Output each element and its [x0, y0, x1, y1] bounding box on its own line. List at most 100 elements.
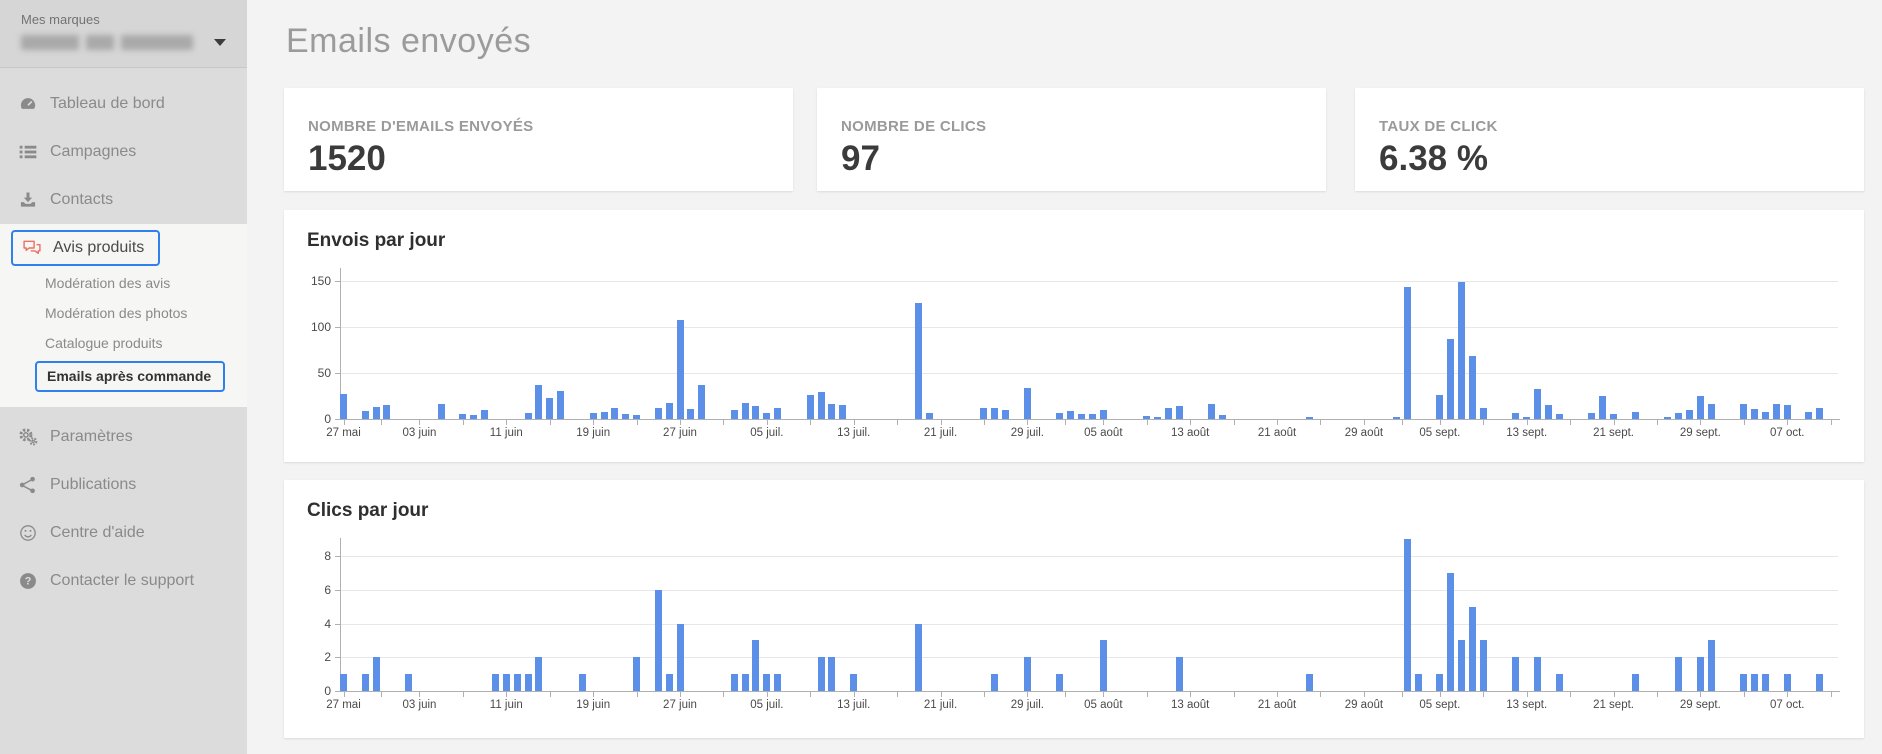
bar[interactable] — [915, 303, 923, 419]
bar[interactable] — [1392, 417, 1400, 419]
bar[interactable] — [1306, 417, 1314, 419]
bar[interactable] — [654, 589, 662, 691]
bar[interactable] — [1816, 674, 1824, 691]
bar[interactable] — [1023, 657, 1031, 691]
bar[interactable] — [1479, 640, 1487, 691]
chevron-down-icon[interactable] — [214, 39, 226, 46]
bar[interactable] — [1555, 674, 1563, 691]
bar[interactable] — [535, 384, 543, 419]
bar[interactable] — [1175, 406, 1183, 419]
bar[interactable] — [1588, 413, 1596, 419]
bar[interactable] — [1805, 411, 1813, 419]
bar[interactable] — [1436, 674, 1444, 691]
bar[interactable] — [1078, 414, 1086, 419]
bar[interactable] — [459, 414, 467, 419]
bar[interactable] — [741, 674, 749, 691]
bar[interactable] — [1403, 539, 1411, 691]
bar[interactable] — [1002, 409, 1010, 419]
bar[interactable] — [763, 413, 771, 419]
bar[interactable] — [665, 674, 673, 691]
brand-name-redacted[interactable] — [21, 35, 247, 50]
sidebar-item-avis-produits[interactable]: Avis produits — [11, 230, 161, 266]
bar[interactable] — [1023, 387, 1031, 419]
sidebar-subitem-emails-apres-commande[interactable]: Emails après commande — [35, 361, 226, 392]
bar[interactable] — [915, 623, 923, 691]
bar[interactable] — [817, 657, 825, 691]
bar[interactable] — [676, 623, 684, 691]
bar[interactable] — [513, 674, 521, 691]
bar[interactable] — [1523, 417, 1531, 419]
bar[interactable] — [1772, 404, 1780, 419]
bar[interactable] — [361, 410, 369, 419]
bar[interactable] — [1762, 411, 1769, 419]
bar[interactable] — [1458, 640, 1466, 691]
bar[interactable] — [470, 415, 478, 419]
bar[interactable] — [1610, 414, 1618, 419]
bar[interactable] — [1534, 657, 1542, 691]
bar[interactable] — [481, 409, 489, 419]
bar[interactable] — [524, 413, 532, 419]
sidebar-item-campagnes[interactable]: Campagnes — [0, 128, 247, 176]
bar[interactable] — [600, 411, 608, 419]
bar[interactable] — [730, 409, 738, 419]
bar[interactable] — [1414, 674, 1422, 691]
bar[interactable] — [1740, 404, 1748, 419]
bar[interactable] — [437, 404, 445, 419]
bar[interactable] — [1512, 413, 1520, 419]
bar[interactable] — [698, 384, 706, 419]
bar[interactable] — [1403, 287, 1411, 419]
bar[interactable] — [633, 657, 641, 691]
bar[interactable] — [1208, 404, 1216, 419]
sidebar-item-contacter-support[interactable]: ? Contacter le support — [0, 557, 247, 605]
sidebar-item-publications[interactable]: Publications — [0, 461, 247, 509]
bar[interactable] — [1751, 408, 1759, 419]
bar[interactable] — [1675, 412, 1683, 419]
bar[interactable] — [752, 640, 760, 691]
bar[interactable] — [1143, 416, 1151, 419]
bar[interactable] — [1306, 674, 1314, 691]
bar[interactable] — [1154, 417, 1162, 419]
bar[interactable] — [665, 403, 673, 419]
bar[interactable] — [763, 674, 771, 691]
bar[interactable] — [589, 412, 597, 419]
brand-selector[interactable]: Mes marques — [0, 0, 247, 68]
bar[interactable] — [372, 407, 380, 419]
bar[interactable] — [372, 657, 380, 691]
bar[interactable] — [1696, 657, 1704, 691]
bar[interactable] — [991, 674, 999, 691]
sidebar-subitem-moderation-des-photos[interactable]: Modération des photos — [45, 305, 188, 321]
bar[interactable] — [611, 407, 619, 419]
sidebar-item-tableau-de-bord[interactable]: Tableau de bord — [0, 80, 247, 128]
bar[interactable] — [1599, 396, 1607, 419]
bar[interactable] — [1762, 674, 1769, 691]
bar[interactable] — [1740, 674, 1748, 691]
bar[interactable] — [340, 674, 347, 691]
bar[interactable] — [806, 395, 814, 419]
bar[interactable] — [1056, 413, 1064, 419]
bar[interactable] — [361, 674, 369, 691]
bar[interactable] — [741, 403, 749, 419]
bar[interactable] — [546, 397, 554, 419]
bar[interactable] — [676, 319, 684, 419]
sidebar-item-centre-aide[interactable]: Centre d'aide — [0, 509, 247, 557]
sidebar-item-parametres[interactable]: Paramètres — [0, 413, 247, 461]
bar[interactable] — [850, 674, 858, 691]
bar[interactable] — [1458, 281, 1466, 419]
bar[interactable] — [774, 674, 782, 691]
bar[interactable] — [1175, 657, 1183, 691]
sidebar-subitem-catalogue-produits[interactable]: Catalogue produits — [45, 335, 163, 351]
bar[interactable] — [980, 407, 988, 419]
bar[interactable] — [1067, 410, 1075, 419]
bar[interactable] — [578, 674, 586, 691]
bar[interactable] — [1664, 417, 1672, 419]
bar[interactable] — [654, 407, 662, 419]
bar[interactable] — [1816, 407, 1824, 419]
bar[interactable] — [926, 412, 934, 419]
bar[interactable] — [340, 394, 347, 419]
bar[interactable] — [633, 415, 641, 419]
bar[interactable] — [1089, 414, 1096, 419]
sidebar-item-contacts[interactable]: Contacts — [0, 176, 247, 224]
bar[interactable] — [1707, 404, 1715, 419]
bar[interactable] — [1447, 572, 1455, 691]
sidebar-subitem-moderation-des-avis[interactable]: Modération des avis — [45, 275, 171, 291]
